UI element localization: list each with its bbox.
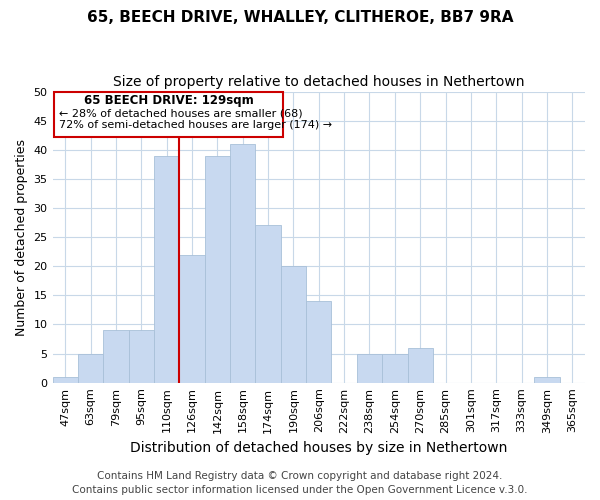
Bar [382,354,407,382]
Bar [128,330,154,382]
Bar [154,156,179,382]
Bar [306,301,331,382]
Bar [53,377,78,382]
Bar [357,354,382,382]
Bar [179,254,205,382]
Bar [256,226,281,382]
X-axis label: Distribution of detached houses by size in Nethertown: Distribution of detached houses by size … [130,441,508,455]
Bar [281,266,306,382]
Text: 65, BEECH DRIVE, WHALLEY, CLITHEROE, BB7 9RA: 65, BEECH DRIVE, WHALLEY, CLITHEROE, BB7… [87,10,513,25]
Text: 72% of semi-detached houses are larger (174) →: 72% of semi-detached houses are larger (… [59,120,332,130]
Bar [407,348,433,382]
Bar [534,377,560,382]
Bar [103,330,128,382]
Text: 65 BEECH DRIVE: 129sqm: 65 BEECH DRIVE: 129sqm [83,94,253,107]
Bar [205,156,230,382]
Y-axis label: Number of detached properties: Number of detached properties [15,138,28,336]
Bar [230,144,256,382]
FancyBboxPatch shape [54,92,283,137]
Text: Contains HM Land Registry data © Crown copyright and database right 2024.
Contai: Contains HM Land Registry data © Crown c… [72,471,528,495]
Title: Size of property relative to detached houses in Nethertown: Size of property relative to detached ho… [113,75,524,89]
Bar [78,354,103,382]
Text: ← 28% of detached houses are smaller (68): ← 28% of detached houses are smaller (68… [59,108,302,118]
